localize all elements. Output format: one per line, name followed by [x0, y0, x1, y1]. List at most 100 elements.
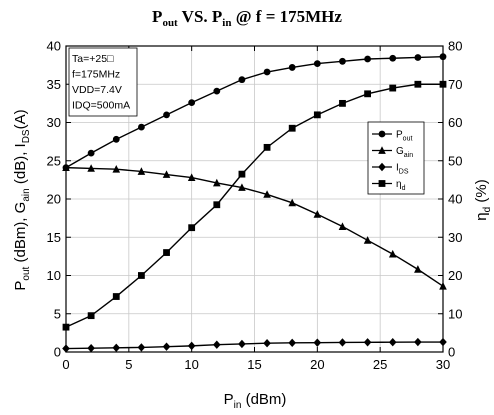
data-point-efficiency	[263, 143, 271, 151]
y-left-tick-label: 40	[47, 39, 61, 54]
data-point-gain	[87, 164, 95, 172]
data-point-ids	[162, 342, 171, 351]
y-left-tick-label: 10	[47, 268, 61, 283]
data-point-gain	[187, 173, 196, 181]
data-point-ids	[363, 338, 372, 347]
data-point-pout	[138, 123, 145, 131]
data-point-pout	[263, 68, 271, 76]
data-point-ids	[112, 343, 121, 352]
legend-marker-gain	[378, 146, 386, 154]
data-point-gain	[338, 222, 347, 230]
data-point-efficiency	[414, 80, 422, 88]
data-point-gain	[238, 183, 246, 191]
data-point-pout	[313, 60, 321, 67]
annotation-line: IDQ=500mA	[72, 100, 130, 112]
x-tick-label: 5	[125, 357, 132, 372]
legend-label-pout: Pout	[396, 130, 412, 143]
legend-marker-ids	[378, 162, 386, 172]
x-tick-label: 0	[62, 357, 69, 372]
y-right-tick-label: 70	[448, 77, 462, 92]
data-point-efficiency	[87, 312, 95, 320]
data-point-pout	[213, 87, 221, 95]
axis-ticks: 0 5 10 15 20 25 300510152025303540010203040506…	[47, 39, 463, 373]
x-tick-label: 10	[184, 357, 198, 372]
data-point-efficiency	[288, 124, 296, 132]
data-point-efficiency	[138, 272, 145, 279]
data-point-pout	[112, 135, 120, 143]
y-left-tick-label: 20	[47, 192, 61, 207]
data-point-ids	[338, 338, 347, 347]
data-point-efficiency	[389, 84, 397, 92]
y-left-tick-label: 35	[47, 77, 61, 92]
data-point-ids	[414, 337, 422, 347]
data-point-ids	[137, 343, 146, 352]
y-axis-left-label: Pout (dBm), Gain (dB), IDS(A)	[12, 109, 32, 290]
data-point-gain	[162, 170, 171, 178]
data-point-efficiency	[313, 111, 321, 119]
data-point-ids	[238, 339, 246, 349]
annotation-line: Ta=+25□	[72, 53, 114, 65]
data-point-ids	[263, 339, 271, 348]
legend-marker-pout	[378, 130, 386, 138]
data-point-ids	[313, 338, 322, 347]
data-point-efficiency	[364, 90, 371, 98]
series-line-ids	[65, 341, 443, 350]
legend-marker-efficiency	[378, 180, 386, 187]
series-line-gain	[65, 166, 444, 287]
legend-label-ids: IDS	[396, 163, 409, 176]
x-tick-label: 20	[310, 357, 324, 372]
y-right-tick-label: 10	[448, 306, 462, 321]
plot-frame	[65, 45, 444, 353]
data-point-ids	[288, 338, 296, 348]
y-right-tick-label: 50	[448, 153, 462, 168]
data-point-efficiency	[188, 224, 196, 232]
x-tick-label: 25	[373, 357, 387, 372]
y-left-tick-label: 15	[47, 230, 61, 245]
data-point-efficiency	[112, 293, 120, 300]
chart-title: Pout VS. Pin @ f = 175MHz	[152, 7, 342, 29]
x-axis-label: Pin (dBm)	[224, 391, 287, 411]
y-left-tick-label: 0	[54, 345, 61, 360]
annotation-line: VDD=7.4V	[72, 84, 122, 96]
data-point-gain	[388, 249, 397, 258]
y-right-tick-label: 0	[448, 345, 455, 360]
condition-annotation: Ta=+25□ f=175MHz VDD=7.4V IDQ=500mA	[68, 47, 138, 117]
data-point-pout	[364, 55, 371, 63]
data-point-pout	[339, 57, 346, 65]
data-point-pout	[389, 54, 397, 62]
data-point-gain	[363, 236, 372, 244]
x-tick-label: 30	[436, 357, 450, 372]
data-point-gain	[137, 167, 146, 175]
y-right-tick-label: 80	[448, 39, 462, 54]
data-point-efficiency	[339, 99, 346, 107]
data-point-pout	[238, 76, 246, 84]
data-point-ids	[187, 341, 196, 351]
series-line-efficiency	[65, 83, 443, 328]
legend-markers	[372, 130, 392, 187]
legend-label-efficiency: ηd	[396, 179, 406, 192]
data-point-efficiency	[213, 201, 221, 209]
data-point-ids	[388, 338, 397, 347]
data-point-pout	[188, 99, 196, 107]
data-point-ids	[87, 343, 95, 353]
y-left-tick-label: 30	[47, 115, 61, 130]
data-point-gain	[288, 198, 296, 207]
legend-label-gain: Gain	[396, 146, 413, 159]
data-point-pout	[87, 149, 95, 157]
y-right-tick-label: 30	[448, 230, 462, 245]
data-point-efficiency	[163, 249, 170, 256]
data-point-pout	[288, 64, 296, 71]
data-point-gain	[313, 210, 322, 218]
data-point-gain	[414, 265, 422, 273]
data-point-ids	[213, 340, 221, 349]
y-left-tick-label: 5	[54, 306, 61, 321]
data-point-gain	[213, 178, 221, 187]
annotation-box	[68, 47, 138, 117]
data-point-gain	[263, 190, 271, 198]
y-right-tick-label: 40	[448, 192, 462, 207]
data-point-pout	[163, 111, 170, 119]
legend: Pout Gain IDS ηd	[367, 121, 425, 195]
y-left-tick-label: 25	[47, 153, 61, 168]
data-point-pout	[414, 54, 422, 61]
